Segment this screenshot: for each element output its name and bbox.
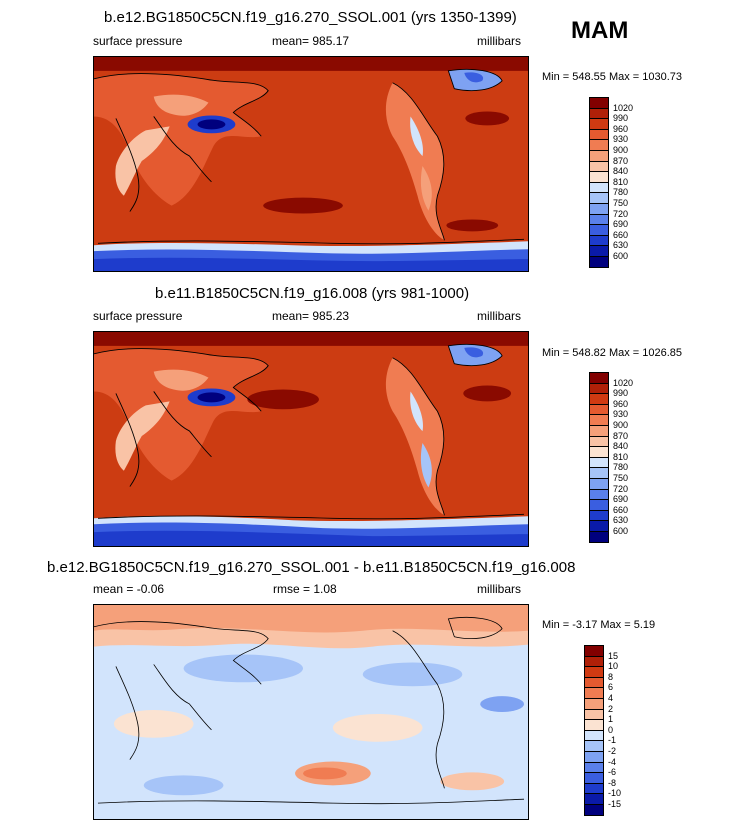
colorbar-tick-label: 6 [608,682,614,693]
panel3-map [93,604,529,820]
panel2-units-label: millibars [477,309,522,323]
panel3-minmax: Min = -3.17 Max = 5.19 [542,619,656,631]
colorbar-tick-label: 930 [613,409,629,420]
panel3-mean-label: mean = -0.06 [93,582,165,596]
panel1-minmax: Min = 548.55 Max = 1030.73 [542,71,683,83]
colorbar-tick-label: 690 [613,219,629,230]
colorbar-tick-label: 780 [613,462,629,473]
colorbar-tick-label: 720 [613,483,629,494]
panel1-units-label: millibars [477,34,522,48]
colorbar-tick-label: 960 [613,123,629,134]
colorbar-tick-label: 0 [608,724,614,735]
colorbar-tick-label: 630 [613,515,629,526]
colorbar-tick-label: 2 [608,703,614,714]
colorbar-tick-label: 8 [608,671,614,682]
colorbar-tick-label: 1020 [613,377,634,388]
colorbar-tick-label: -10 [608,788,622,799]
colorbar-tick-label: 870 [613,430,629,441]
colorbar-tick-label: 1020 [613,102,634,113]
colorbar-tick-label: 870 [613,155,629,166]
colorbar-swatch [589,256,609,268]
colorbar-tick-label: -2 [608,746,617,756]
colorbar-tick-label: 750 [613,473,629,483]
colorbar-tick-label: -15 [608,799,622,809]
panel2-minmax: Min = 548.82 Max = 1026.85 [542,347,683,359]
colorbar-tick-label: 4 [608,693,614,703]
colorbar-tick-label: 930 [613,134,629,145]
colorbar-tick-label: -8 [608,777,617,788]
colorbar-swatch [584,804,604,816]
colorbar-tick-label: 840 [613,166,629,177]
panel1-contour-field [94,57,528,271]
colorbar-tick-label: 810 [613,176,629,187]
panel1-variable-label: surface pressure [93,34,183,48]
colorbar-tick-label: 900 [613,145,629,155]
colorbar-swatch [589,531,609,543]
colorbar-tick-label: 900 [613,420,629,430]
colorbar-tick-label: -4 [608,756,617,767]
colorbar-tick-label: 10 [608,661,619,672]
colorbar-tick-label: 960 [613,398,629,409]
panel2-mean-label: mean= 985.23 [272,309,350,323]
panel2-map [93,331,529,547]
colorbar-tick-label: 840 [613,441,629,452]
panel2-variable-label: surface pressure [93,309,183,323]
colorbar-tick-label: 810 [613,451,629,462]
panel2-colorbar: 1020 990 960 930 900 870 840 810 780 750 720 690 660… [589,372,669,546]
colorbar-tick-label: 720 [613,208,629,219]
colorbar-tick-label: -1 [608,735,617,746]
panel3-units-label: millibars [477,582,522,596]
panel1-mean-label: mean= 985.17 [272,34,350,48]
colorbar-tick-label: 15 [608,650,619,661]
panel2-contour-field [94,332,528,546]
panel3-title: b.e12.BG1850C5CN.f19_g16.270_SSOL.001 - … [47,559,576,576]
colorbar-tick-label: 600 [613,251,629,261]
colorbar-tick-label: 690 [613,494,629,505]
panel2-title: b.e11.B1850C5CN.f19_g16.008 (yrs 981-100… [155,285,470,302]
colorbar-tick-label: 780 [613,187,629,198]
colorbar-tick-label: 990 [613,113,629,124]
colorbar-tick-label: 600 [613,526,629,536]
panel3-rmse-label: rmse = 1.08 [273,582,337,596]
colorbar-tick-label: 990 [613,388,629,399]
colorbar-tick-label: 660 [613,504,629,515]
colorbar-tick-label: 630 [613,240,629,251]
colorbar-tick-label: 660 [613,229,629,240]
colorbar-tick-label: -6 [608,767,617,778]
colorbar-tick-label: 1 [608,714,614,725]
season-label: MAM [571,17,629,44]
panel1-title: b.e12.BG1850C5CN.f19_g16.270_SSOL.001 (y… [104,9,517,26]
panel1-map [93,56,529,272]
colorbar-tick-label: 750 [613,198,629,208]
panel3-colorbar: 15 10 8 6 4 2 1 0 -1 -2 -4 -6 -8 -10 -15 [584,645,664,819]
panel1-colorbar: 1020 990 960 930 900 870 840 810 780 750 720 690 660… [589,97,669,271]
panel3-contour-field [94,605,528,819]
